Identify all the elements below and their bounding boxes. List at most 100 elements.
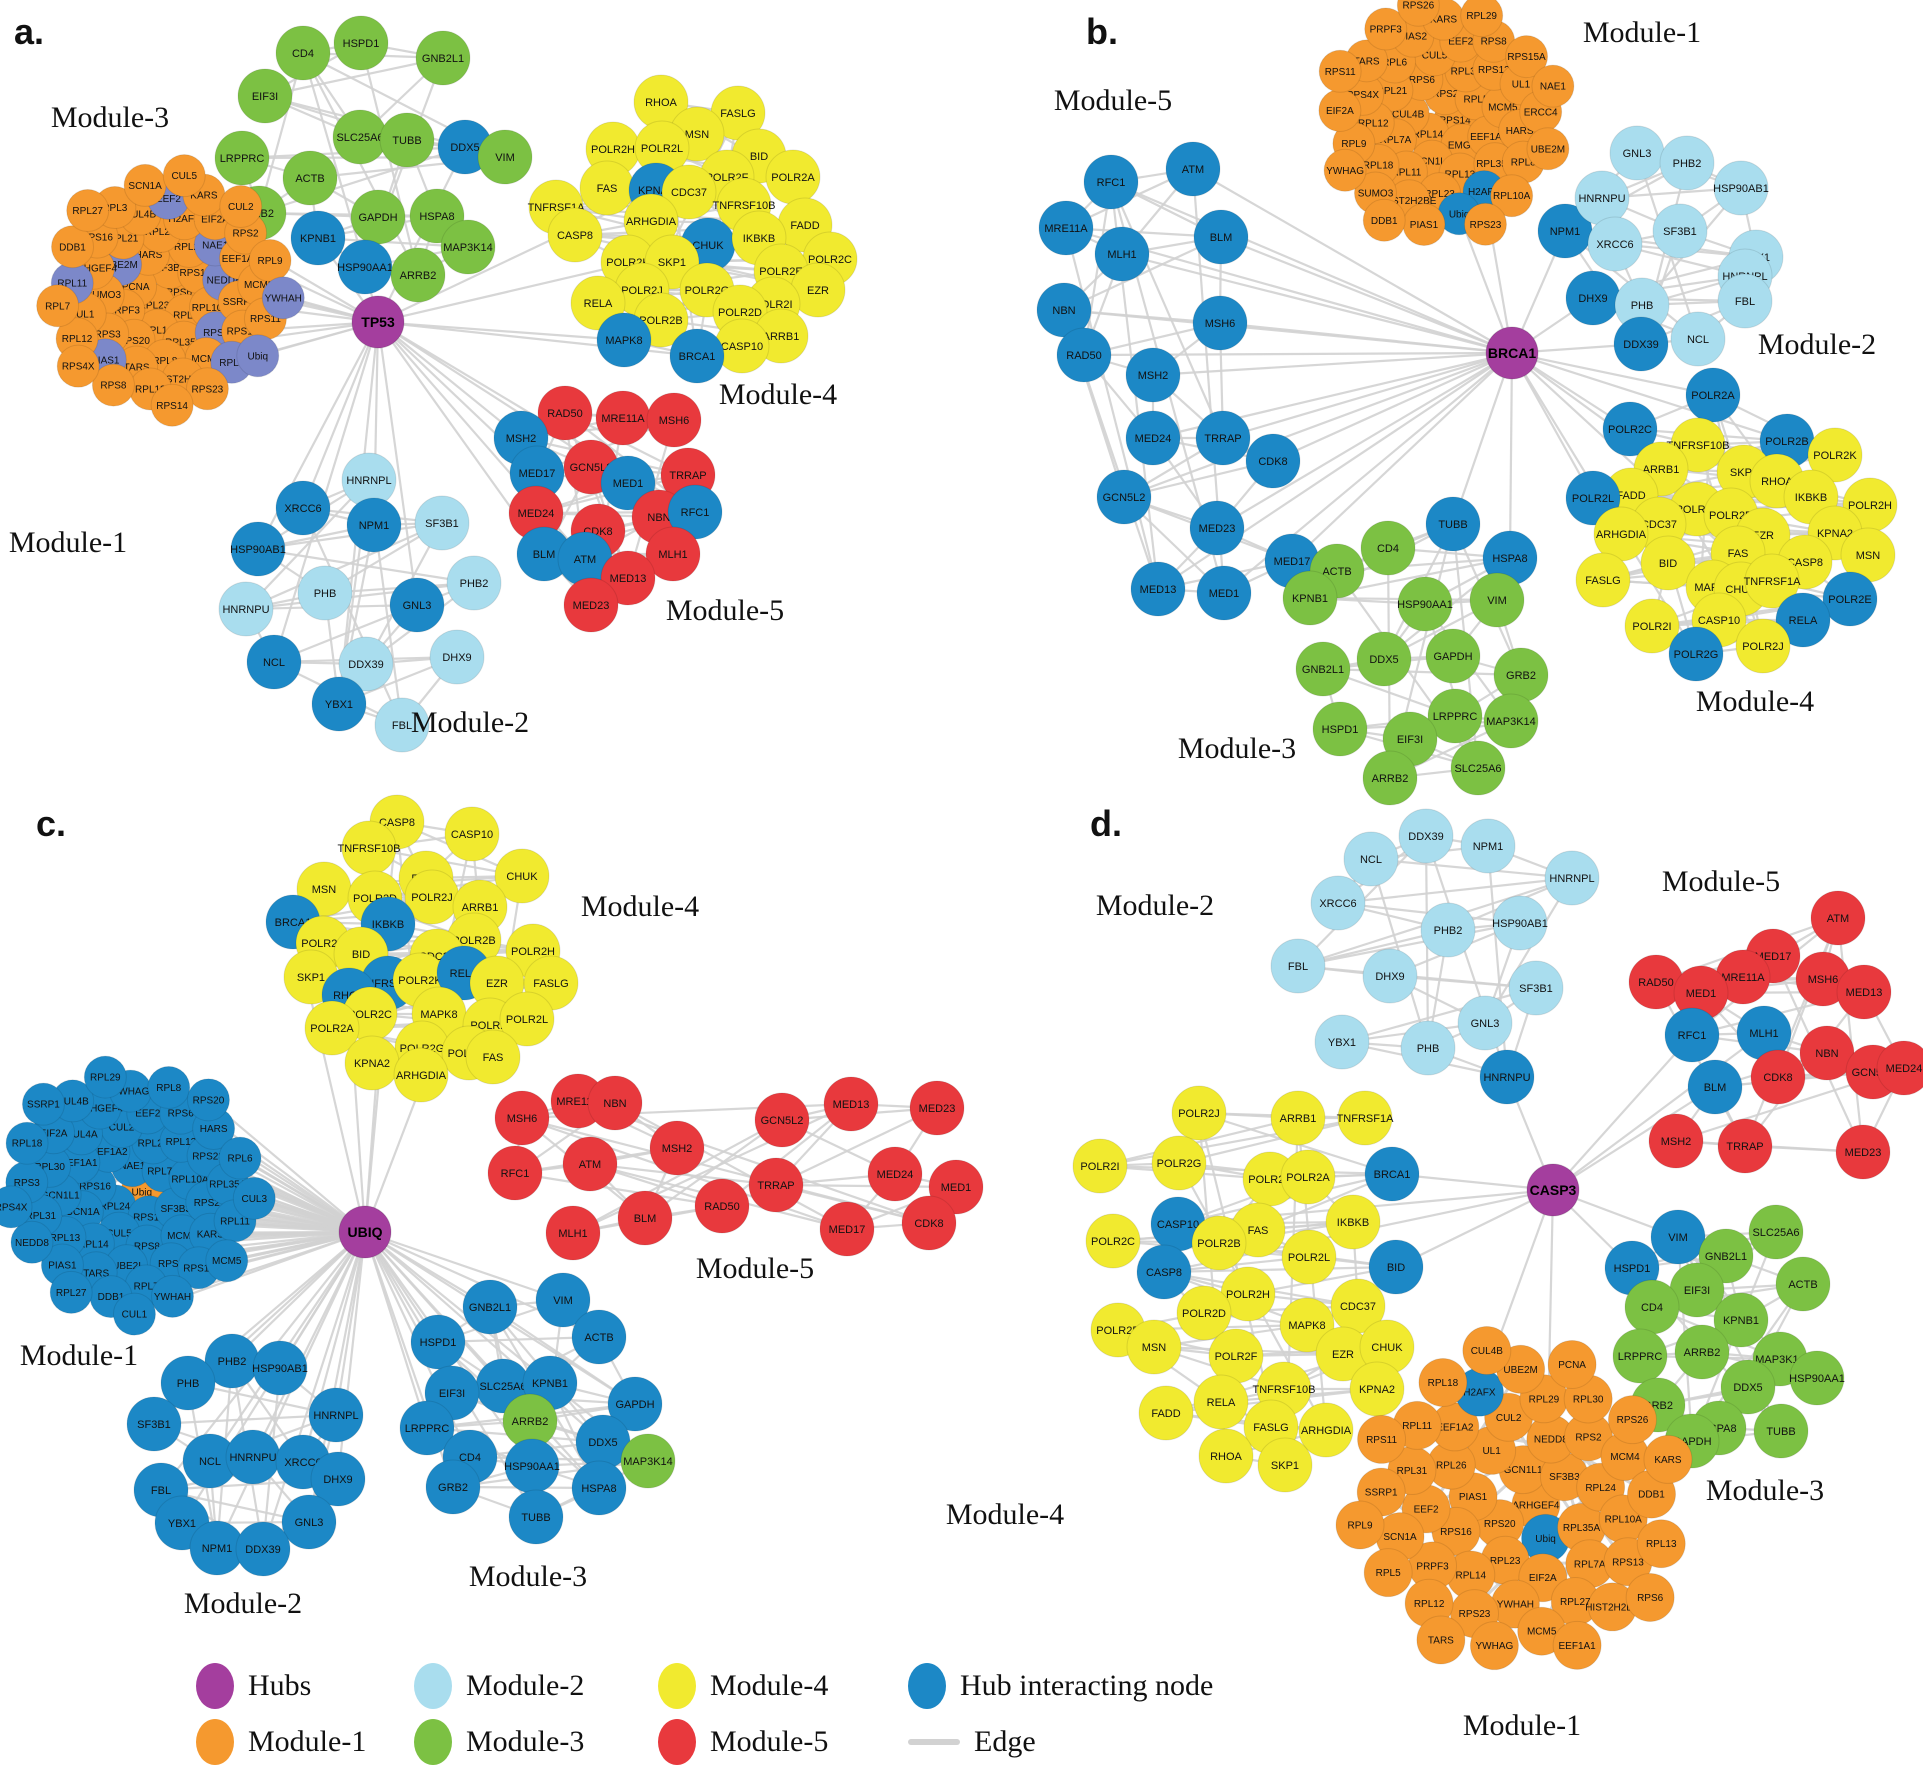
node-POLR2G: POLR2G xyxy=(1668,626,1724,682)
svg-text:RFC1: RFC1 xyxy=(1678,1030,1707,1042)
svg-text:LRPPRC: LRPPRC xyxy=(220,153,265,165)
svg-text:NBN: NBN xyxy=(647,512,670,524)
node-MED23: MED23 xyxy=(563,577,619,633)
node-PHB: PHB xyxy=(297,565,353,621)
node-POLR2I: POLR2I xyxy=(1624,598,1680,654)
node-CHUK: CHUK xyxy=(1359,1319,1415,1375)
node-POLR2I: POLR2I xyxy=(1072,1138,1128,1194)
svg-text:RPS26: RPS26 xyxy=(1617,1415,1649,1426)
node-RPS14: RPS14 xyxy=(150,383,194,427)
svg-text:GNB2L1: GNB2L1 xyxy=(1705,1251,1747,1263)
node-CUL5: CUL5 xyxy=(162,154,206,198)
node-YBX1: YBX1 xyxy=(311,676,367,732)
node-NEDD8: NEDD8 xyxy=(10,1220,54,1264)
node-HSP90AB1: HSP90AB1 xyxy=(252,1340,308,1396)
node-TRRAP: TRRAP xyxy=(748,1157,804,1213)
module-label: Module-5 xyxy=(696,1252,814,1285)
svg-text:MSN: MSN xyxy=(1142,1342,1167,1354)
svg-text:GAPDH: GAPDH xyxy=(1433,651,1472,663)
svg-text:SSRP1: SSRP1 xyxy=(223,297,256,308)
svg-text:YWHAH: YWHAH xyxy=(1497,1600,1534,1611)
svg-text:EEF1A1: EEF1A1 xyxy=(1559,1641,1597,1652)
svg-text:MLH1: MLH1 xyxy=(658,549,687,561)
svg-text:NAE1: NAE1 xyxy=(1540,82,1567,93)
svg-text:POLR2J: POLR2J xyxy=(411,892,453,904)
svg-text:RPL8: RPL8 xyxy=(156,1083,181,1094)
svg-text:POLR2L: POLR2L xyxy=(1288,1252,1330,1264)
node-HSP90AA1: HSP90AA1 xyxy=(337,239,393,295)
svg-text:EIF3I: EIF3I xyxy=(439,1388,465,1400)
svg-text:RPL13: RPL13 xyxy=(50,1233,81,1244)
node-PCNA: PCNA xyxy=(1547,1339,1597,1389)
svg-text:FBL: FBL xyxy=(151,1485,171,1497)
svg-text:POLR2K: POLR2K xyxy=(398,975,442,987)
svg-text:POLR2A: POLR2A xyxy=(1286,1172,1330,1184)
edge xyxy=(1219,321,1513,355)
node-DHX9: DHX9 xyxy=(429,629,485,685)
svg-text:RPL7A: RPL7A xyxy=(147,1166,179,1177)
edge xyxy=(614,1102,848,1230)
svg-text:HIST2H2BE: HIST2H2BE xyxy=(1585,1602,1640,1613)
svg-text:GCN1L1: GCN1L1 xyxy=(41,1190,80,1201)
svg-text:POLR2J: POLR2J xyxy=(1742,641,1784,653)
svg-text:MSH2: MSH2 xyxy=(506,433,537,445)
node-PHB: PHB xyxy=(1400,1020,1456,1076)
node-MED24: MED24 xyxy=(508,485,564,541)
svg-text:NEDD8: NEDD8 xyxy=(1534,1435,1568,1446)
node-GCN5L2: GCN5L2 xyxy=(1096,469,1152,525)
svg-text:RPL21: RPL21 xyxy=(108,234,139,245)
node-RHOA: RHOA xyxy=(633,74,689,130)
svg-text:H2AFX: H2AFX xyxy=(1468,187,1501,198)
svg-text:MED23: MED23 xyxy=(1199,523,1236,535)
edge xyxy=(364,1231,604,1443)
svg-text:RELA: RELA xyxy=(1789,615,1818,627)
node-SCN1A: SCN1A xyxy=(123,163,167,207)
node-RPS23: RPS23 xyxy=(185,367,229,411)
svg-text:SF3B3: SF3B3 xyxy=(155,263,186,274)
svg-text:GRB2: GRB2 xyxy=(1506,670,1536,682)
svg-text:CASP3: CASP3 xyxy=(1530,1182,1577,1198)
node-KPNB1: KPNB1 xyxy=(1282,570,1338,626)
svg-text:CD4: CD4 xyxy=(292,48,314,60)
svg-text:TARS: TARS xyxy=(1354,56,1380,67)
svg-text:ARHGDIA: ARHGDIA xyxy=(396,1070,447,1082)
node-DDX39: DDX39 xyxy=(338,636,394,692)
node-KPNA2: KPNA2 xyxy=(344,1035,400,1091)
node-CHUK: CHUK xyxy=(494,848,550,904)
node-TRRAP: TRRAP xyxy=(1195,410,1251,466)
svg-text:CASP10: CASP10 xyxy=(721,341,763,353)
svg-text:KPNB1: KPNB1 xyxy=(300,233,336,245)
node-YWHAH: YWHAH xyxy=(261,276,305,320)
node-PHB2: PHB2 xyxy=(1420,902,1476,958)
node-BRCA1: BRCA1 xyxy=(669,328,725,384)
node-RAD50: RAD50 xyxy=(537,385,593,441)
svg-text:MLH1: MLH1 xyxy=(1107,249,1136,261)
svg-text:RPL18: RPL18 xyxy=(12,1139,43,1150)
svg-text:MCM5: MCM5 xyxy=(1488,102,1518,113)
svg-text:MAPK8: MAPK8 xyxy=(1288,1320,1325,1332)
svg-text:MSH6: MSH6 xyxy=(659,415,690,427)
module-label: Module-1 xyxy=(20,1339,138,1372)
svg-text:RPL29: RPL29 xyxy=(1529,1394,1560,1405)
svg-text:RPL30: RPL30 xyxy=(34,1162,65,1173)
edge xyxy=(1552,1034,1693,1191)
module4-swatch-icon xyxy=(658,1663,696,1709)
svg-text:DDX5: DDX5 xyxy=(450,142,479,154)
svg-text:TNFRSF10B: TNFRSF10B xyxy=(1667,440,1730,452)
svg-text:NEDD8: NEDD8 xyxy=(207,275,241,286)
svg-text:NBN: NBN xyxy=(1815,1048,1838,1060)
node-YWHAG: YWHAG xyxy=(1323,148,1367,192)
svg-text:RPS3: RPS3 xyxy=(95,329,122,340)
node-ATM: ATM xyxy=(557,531,613,587)
svg-text:HSPA8: HSPA8 xyxy=(581,1483,616,1495)
node-GNB2L1: GNB2L1 xyxy=(1295,641,1351,697)
svg-text:RPS2: RPS2 xyxy=(1432,89,1459,100)
node-ARHGDIA: ARHGDIA xyxy=(1593,506,1649,562)
node-RPS11: RPS11 xyxy=(1357,1414,1407,1464)
node-MCM5: MCM5 xyxy=(205,1239,249,1283)
node-POLR2L: POLR2L xyxy=(1281,1229,1337,1285)
node-CUL2: CUL2 xyxy=(219,185,263,229)
svg-text:HSP90AA1: HSP90AA1 xyxy=(504,1461,560,1473)
svg-text:KARS: KARS xyxy=(1430,15,1458,26)
svg-text:POLR2L: POLR2L xyxy=(506,1014,548,1026)
